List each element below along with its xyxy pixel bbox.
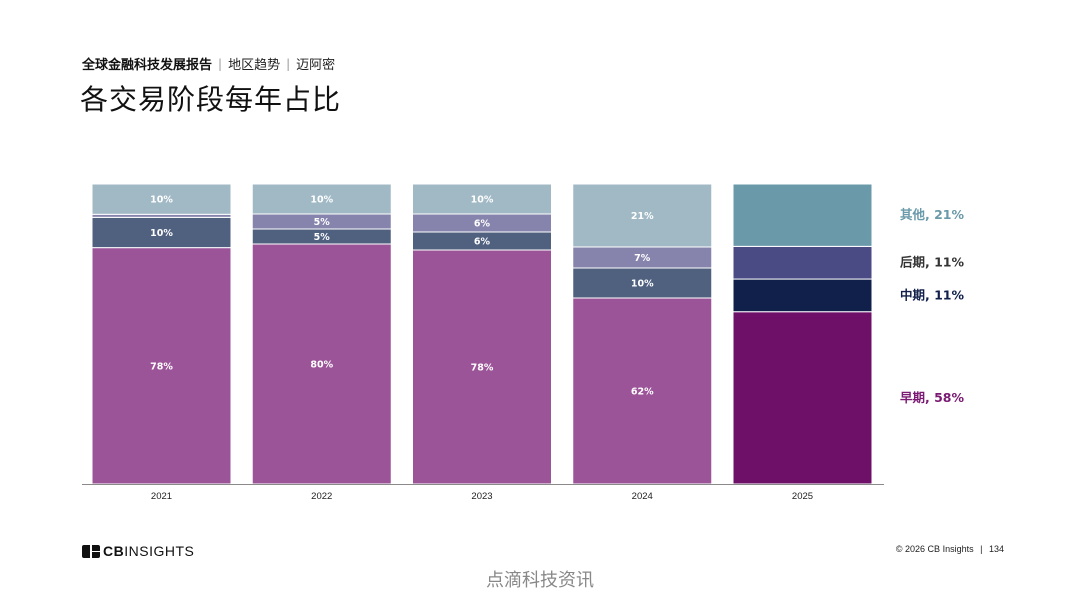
- bar-segment-2025-早期: [732, 311, 873, 485]
- bar-segment-2021-中期: [91, 216, 232, 249]
- page-separator: |: [980, 544, 983, 554]
- legend-label-后期: 后期, 11%: [900, 255, 964, 270]
- x-tick-label: 2021: [151, 491, 172, 502]
- page-title: 各交易阶段每年占比: [80, 83, 342, 116]
- data-label: 21%: [631, 211, 654, 222]
- bar-segment-2024-其他: [572, 183, 713, 248]
- data-label: 62%: [631, 387, 654, 398]
- data-label: 6%: [474, 237, 491, 248]
- breadcrumb: 全球金融科技发展报告 | 地区趋势 | 迈阿密: [82, 54, 336, 74]
- section-name: 地区趋势: [228, 58, 281, 73]
- breadcrumb-separator: |: [286, 56, 291, 71]
- watermark: 点滴科技资讯: [486, 570, 594, 591]
- bar-segment-2025-后期: [732, 245, 873, 280]
- bar-segment-2024-早期: [572, 297, 713, 485]
- bar-segment-2023-早期: [412, 249, 552, 485]
- x-tick-label: 2025: [792, 491, 813, 502]
- page-number: 134: [988, 544, 1004, 554]
- bar-segment-2025-其他: [732, 183, 873, 247]
- x-tick-label: 2024: [632, 491, 653, 502]
- copyright: © 2026 CB Insights | 134: [896, 544, 1004, 554]
- data-label: 10%: [150, 228, 173, 239]
- logo-text: CBINSIGHTS: [103, 543, 195, 559]
- bar-segment-2024-中期: [572, 267, 713, 299]
- cb-insights-logo: CBINSIGHTS: [82, 543, 194, 559]
- bar-segment-2023-其他: [412, 183, 552, 215]
- data-label: 6%: [474, 219, 491, 230]
- legend-label-中期: 中期, 11%: [900, 287, 964, 302]
- region-name: 迈阿密: [296, 58, 336, 73]
- data-label: 78%: [471, 363, 494, 374]
- data-label: 80%: [310, 360, 333, 371]
- x-tick-label: 2023: [471, 491, 492, 502]
- data-label: 10%: [310, 195, 333, 206]
- cb-logo-icon: [82, 544, 100, 558]
- report-name: 全球金融科技发展报告: [82, 58, 213, 73]
- bar-segment-2021-其他: [91, 183, 232, 215]
- data-label: 5%: [314, 232, 331, 243]
- data-label: 10%: [150, 195, 173, 206]
- data-label: 78%: [150, 361, 173, 372]
- bar-segment-2025-中期: [732, 278, 873, 313]
- breadcrumb-separator: |: [218, 56, 223, 71]
- legend-label-其他: 其他, 21%: [900, 207, 964, 222]
- data-label: 5%: [314, 217, 331, 228]
- bar-segment-2022-其他: [251, 183, 392, 215]
- x-tick-label: 2022: [311, 491, 332, 502]
- copyright-text: © 2026 CB Insights: [895, 544, 974, 554]
- data-label: 10%: [631, 279, 654, 290]
- data-label: 7%: [634, 253, 651, 264]
- data-label: 10%: [471, 195, 494, 206]
- bar-segment-2022-早期: [251, 243, 392, 485]
- legend-label-早期: 早期, 58%: [900, 390, 964, 405]
